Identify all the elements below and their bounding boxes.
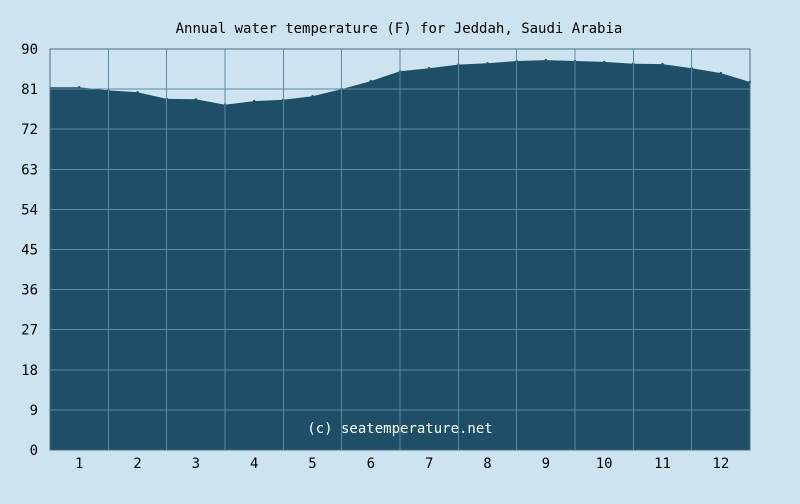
x-tick-label: 6 — [367, 456, 375, 472]
y-tick-label: 81 — [21, 82, 38, 98]
y-tick-label: 54 — [21, 202, 38, 218]
x-tick-label: 7 — [425, 456, 433, 472]
data-point — [194, 98, 197, 101]
chart-title: Annual water temperature (F) for Jeddah,… — [176, 21, 623, 37]
data-point — [544, 58, 547, 62]
data-point — [311, 95, 314, 98]
y-tick-label: 9 — [30, 403, 38, 419]
y-tick-labels: 0 9 18 27 36 45 54 63 72 81 90 — [21, 42, 38, 459]
y-tick-label: 90 — [21, 42, 38, 58]
data-point — [603, 60, 606, 64]
plot-frame — [49, 48, 751, 451]
data-point — [661, 62, 664, 66]
y-tick-label: 36 — [21, 283, 38, 299]
y-tick-label: 0 — [30, 443, 38, 459]
x-tick-label: 12 — [712, 456, 729, 472]
data-point — [253, 99, 256, 103]
data-point — [719, 71, 722, 75]
data-point — [369, 79, 372, 83]
y-tick-label: 63 — [21, 162, 38, 178]
y-tick-label: 18 — [21, 363, 38, 379]
x-tick-labels: 1 2 3 4 5 6 7 8 9 10 11 12 — [75, 456, 729, 472]
data-point — [78, 86, 81, 89]
y-tick-label: 72 — [21, 122, 38, 138]
x-tick-label: 1 — [75, 456, 83, 472]
x-tick-label: 9 — [542, 456, 550, 472]
grid-layer — [49, 48, 751, 451]
x-tick-label: 8 — [483, 456, 491, 472]
x-tick-label: 10 — [596, 456, 613, 472]
y-tick-label: 45 — [21, 243, 38, 259]
x-tick-label: 4 — [250, 456, 258, 472]
chart-watermark: (c) seatemperature.net — [307, 421, 492, 437]
x-tick-label: 2 — [133, 456, 141, 472]
data-point — [428, 67, 431, 70]
x-tick-label: 5 — [308, 456, 316, 472]
x-tick-label: 11 — [654, 456, 671, 472]
data-point — [136, 91, 139, 94]
x-tick-label: 3 — [192, 456, 200, 472]
data-point — [486, 62, 489, 65]
y-tick-label: 27 — [21, 323, 38, 339]
